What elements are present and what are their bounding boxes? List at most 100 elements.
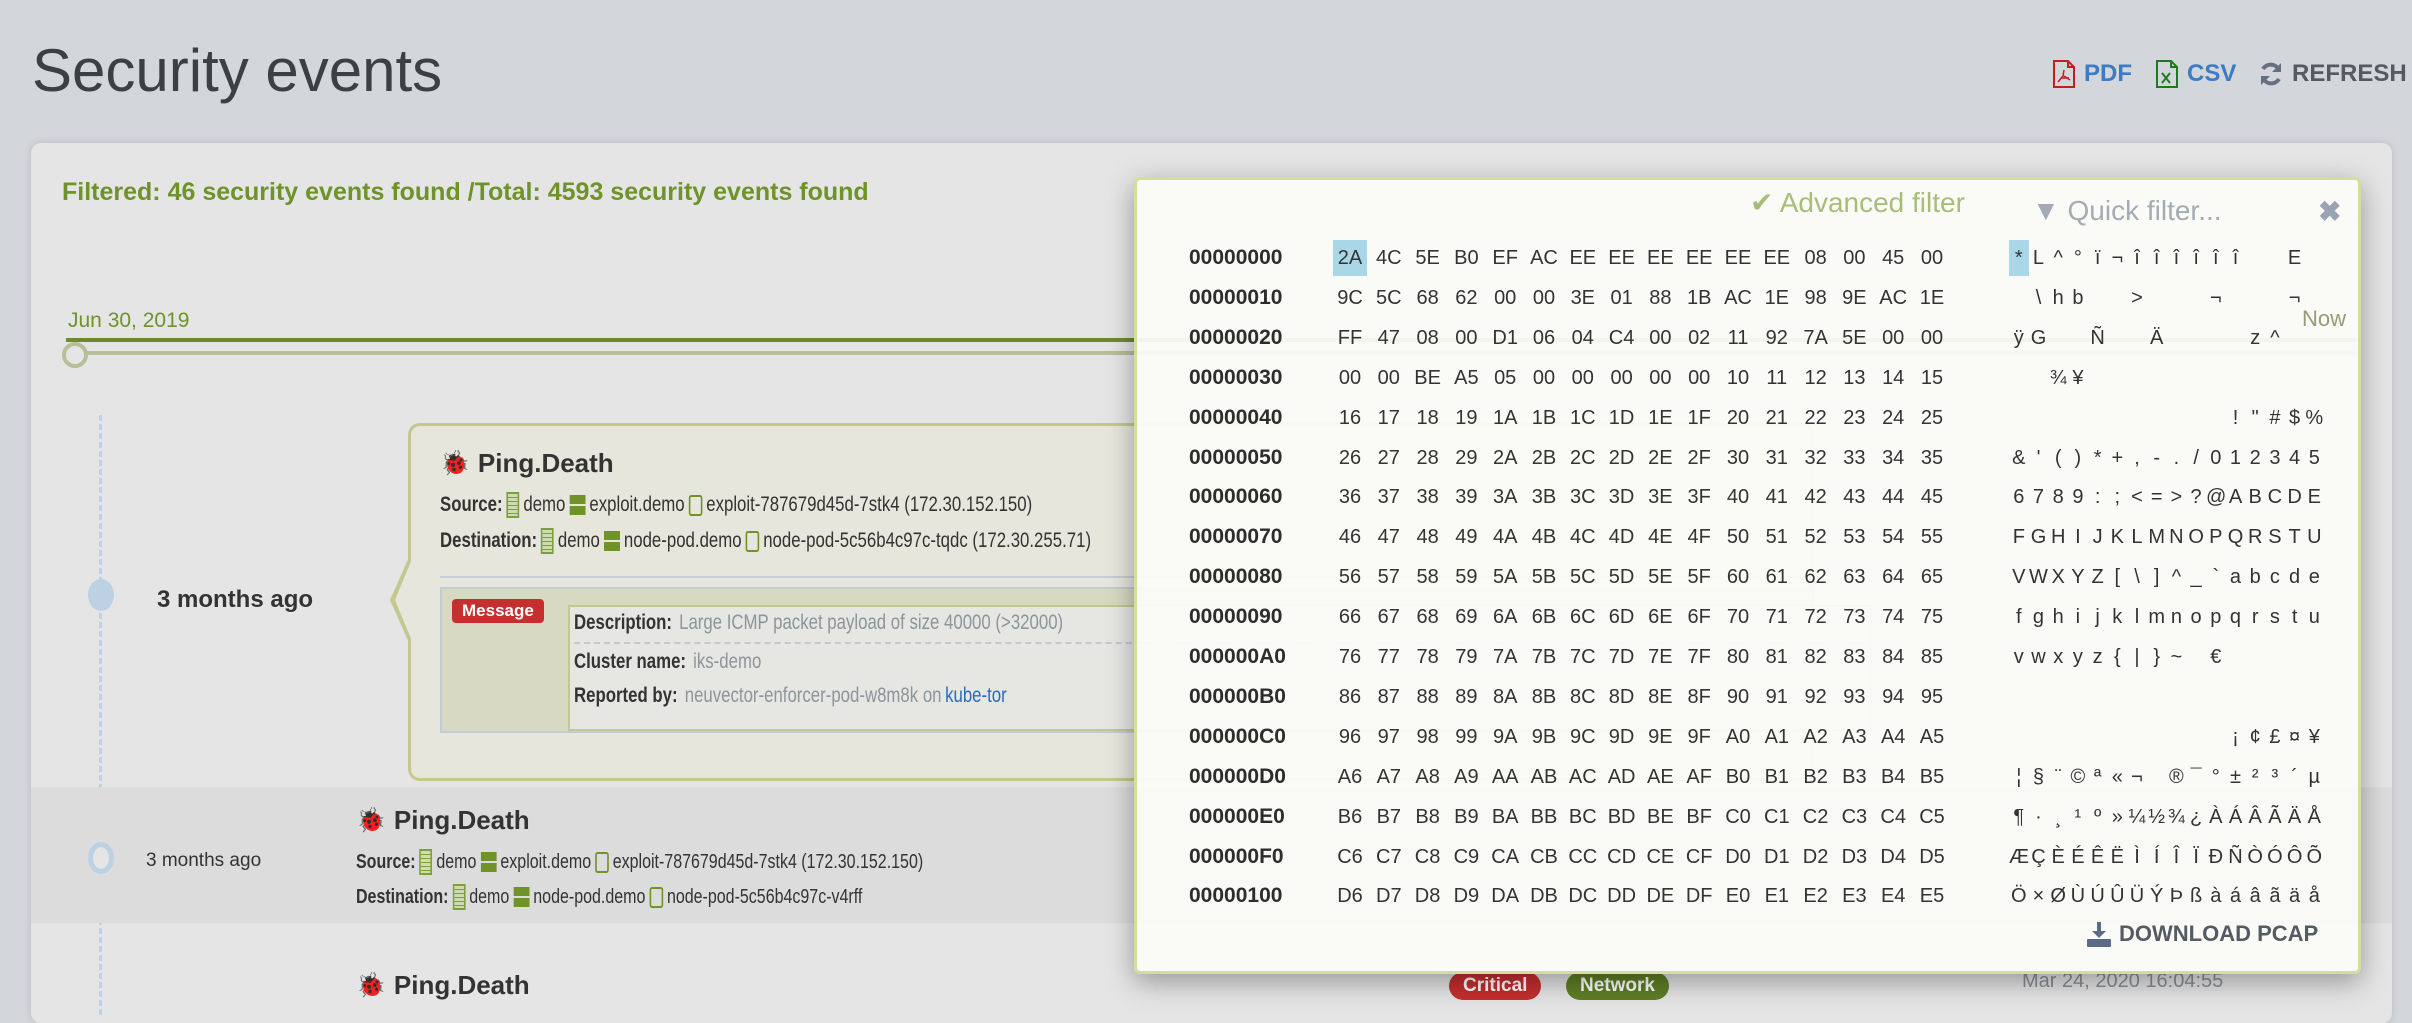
ascii-char[interactable] [2147,759,2167,795]
ascii-char[interactable]: | [2134,646,2140,668]
hex-byte[interactable]: D1 [1764,845,1790,868]
hex-byte[interactable]: 43 [1843,486,1866,509]
ascii-char[interactable] [2167,719,2187,755]
ascii-char[interactable]: c [2269,566,2280,589]
hex-byte[interactable]: 89 [1455,685,1478,708]
hex-byte[interactable]: 8B [1531,685,1557,708]
hex-byte[interactable]: 88 [1416,685,1439,708]
hex-byte[interactable]: D1 [1492,326,1518,349]
hex-byte[interactable]: 85 [1920,646,1944,668]
ascii-char[interactable]: Ü [2129,885,2145,908]
hex-byte[interactable]: DF [1685,885,1713,908]
ascii-char[interactable]: L [2032,247,2045,269]
ascii-char[interactable]: Æ [2009,845,2029,868]
ascii-char[interactable]: r [2251,606,2259,629]
ascii-char[interactable] [2265,360,2285,396]
ascii-char[interactable]: ¥ [2308,725,2320,748]
quick-filter-input[interactable]: ▼ Quick filter... [2012,190,2302,232]
hex-byte[interactable]: 5C [1376,286,1402,309]
ascii-char[interactable]: } [2153,646,2161,668]
hex-byte[interactable]: E0 [1725,885,1751,908]
hex-byte[interactable]: 04 [1571,326,1594,349]
hex-byte[interactable]: 73 [1843,606,1866,629]
hex-byte[interactable]: CF [1685,845,1713,868]
hex-byte[interactable]: 13 [1843,366,1866,389]
ascii-char[interactable]: î [2213,247,2219,269]
hex-byte[interactable]: A0 [1725,725,1751,748]
ascii-char[interactable]: ' [2036,446,2041,469]
hex-byte[interactable]: D3 [1841,845,1868,868]
hex-byte[interactable]: AE [1647,765,1674,788]
hex-byte[interactable]: 98 [1416,725,1439,748]
hex-byte[interactable]: BC [1568,805,1597,828]
hex-byte[interactable]: D8 [1414,885,1441,908]
hex-byte[interactable]: BE [1414,366,1441,389]
hex-byte[interactable]: 81 [1765,646,1788,668]
ascii-char[interactable]: X [2051,566,2065,589]
hex-byte[interactable]: 00 [1455,326,1478,349]
hex-byte[interactable]: 08 [1804,247,1827,269]
hex-byte[interactable]: 79 [1455,646,1478,668]
ascii-char[interactable]: 9 [2072,486,2084,509]
hex-byte[interactable]: 1B [1531,406,1557,429]
ascii-char[interactable]: ÿ [2013,326,2024,349]
hex-byte[interactable]: C3 [1841,805,1868,828]
hex-byte[interactable]: C0 [1725,805,1751,828]
hex-byte[interactable]: 47 [1377,526,1400,549]
hex-byte[interactable]: 99 [1455,725,1478,748]
hex-byte[interactable]: 45 [1920,486,1944,509]
ascii-char[interactable]: n [2170,606,2182,629]
ascii-char[interactable]: " [2251,406,2259,429]
ascii-char[interactable]: µ [2308,765,2321,788]
ascii-char[interactable]: m [2148,606,2166,629]
hex-byte[interactable]: 48 [1416,526,1439,549]
hex-byte[interactable]: 7A [1803,326,1828,349]
hex-byte[interactable]: 3F [1687,486,1711,509]
close-icon[interactable]: ✖ [2318,196,2342,227]
hex-byte[interactable]: D9 [1453,885,1480,908]
hex-byte[interactable]: AF [1686,765,1712,788]
ascii-char[interactable]: Û [2110,885,2125,908]
hex-byte[interactable]: 78 [1416,646,1439,668]
ascii-char[interactable]: Ø [2050,885,2066,908]
ascii-char[interactable]: x [2053,646,2064,668]
ascii-char[interactable]: p [2210,606,2222,629]
hex-byte[interactable]: 2D [1608,446,1635,469]
ascii-char[interactable]: , [2134,446,2140,469]
hex-byte[interactable]: 86 [1338,685,1362,708]
hex-byte[interactable]: BD [1607,805,1636,828]
hex-byte[interactable]: C7 [1376,845,1402,868]
hex-byte[interactable]: D2 [1802,845,1829,868]
ascii-char[interactable]: Å [2307,805,2321,828]
hex-byte[interactable]: 8D [1608,685,1635,708]
ascii-char[interactable] [2285,639,2305,675]
ascii-char[interactable]: S [2268,526,2282,549]
ascii-char[interactable]: Î [2173,845,2180,868]
hex-byte[interactable]: 00 [1377,366,1400,389]
ascii-char[interactable]: ¥ [2072,366,2084,389]
ascii-char[interactable] [2265,240,2285,276]
ascii-char[interactable]: ^ [2171,566,2182,589]
ascii-char[interactable]: & [2012,446,2026,469]
ascii-char[interactable] [2108,360,2128,396]
hex-byte[interactable]: A6 [1337,765,1363,788]
hex-byte[interactable]: AC [1568,765,1597,788]
hex-byte[interactable]: 23 [1843,406,1866,429]
hex-byte[interactable]: B1 [1764,765,1790,788]
hex-byte[interactable]: 7B [1531,646,1557,668]
hex-byte[interactable]: BE [1647,805,1674,828]
ascii-char[interactable]: z [2250,326,2261,349]
ascii-char[interactable]: Þ [2169,885,2184,908]
ascii-char[interactable] [2226,320,2246,356]
ascii-char[interactable]: ¸ [2054,805,2062,828]
ascii-char[interactable]: / [2193,446,2199,469]
hex-byte[interactable]: 1E [1919,286,1945,309]
hex-byte[interactable]: DC [1568,885,1598,908]
hex-byte[interactable]: 87 [1377,685,1400,708]
ascii-char[interactable]: × [2032,885,2045,908]
hex-byte[interactable]: 08 [1416,326,1439,349]
hex-byte[interactable]: B9 [1454,805,1479,828]
hex-byte[interactable]: 5A [1492,566,1518,589]
ascii-char[interactable] [2186,639,2206,675]
ascii-char[interactable] [2009,280,2029,316]
